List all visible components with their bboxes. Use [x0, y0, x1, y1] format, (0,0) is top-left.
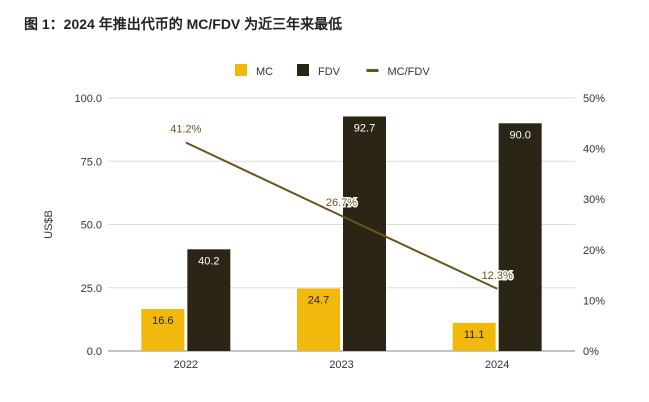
y-axis-label: US$B [43, 210, 55, 239]
legend-swatch-line [366, 69, 379, 72]
chart-title: 图 1：2024 年推出代币的 MC/FDV 为近三年来最低 [24, 16, 343, 32]
bar-fdv [187, 249, 231, 351]
bar-label: 24.7 [308, 295, 329, 307]
bar-mc [297, 288, 340, 351]
y-tick-label: 100.0 [74, 93, 102, 105]
y-tick-label: 25.0 [81, 283, 102, 295]
y2-tick-label: 10% [583, 295, 605, 307]
line-mc-fdv [185, 141, 498, 290]
legend-swatch-mc [235, 64, 247, 76]
bar-mc [141, 309, 185, 351]
line-label: 12.3% [482, 270, 513, 282]
y-tick-label: 0.0 [87, 346, 102, 358]
y-tick-label: 50.0 [81, 220, 102, 232]
legend-swatch-fdv [297, 64, 309, 76]
bar-label: 11.1 [464, 329, 485, 341]
bar-label: 92.7 [354, 122, 375, 134]
bar-label: 16.6 [152, 315, 173, 327]
x-tick-label: 2022 [174, 359, 198, 371]
y2-tick-label: 30% [583, 194, 605, 206]
x-tick-label: 2024 [485, 359, 509, 371]
x-tick-label: 2023 [329, 359, 353, 371]
line-label: 26.7% [326, 197, 357, 209]
line-label: 41.2% [170, 124, 201, 136]
legend-label: MC/FDV [388, 66, 431, 78]
y2-tick-label: 40% [583, 144, 605, 156]
bar-mc [452, 322, 496, 351]
bar-label: 90.0 [509, 129, 530, 141]
bar-fdv [498, 123, 542, 351]
legend-label: FDV [318, 66, 341, 78]
y2-tick-label: 0% [583, 346, 599, 358]
legend-label: MC [256, 66, 273, 78]
y2-tick-label: 20% [583, 245, 605, 257]
bar-label: 40.2 [198, 255, 219, 267]
y2-tick-label: 50% [583, 93, 605, 105]
y-tick-label: 75.0 [81, 156, 102, 168]
